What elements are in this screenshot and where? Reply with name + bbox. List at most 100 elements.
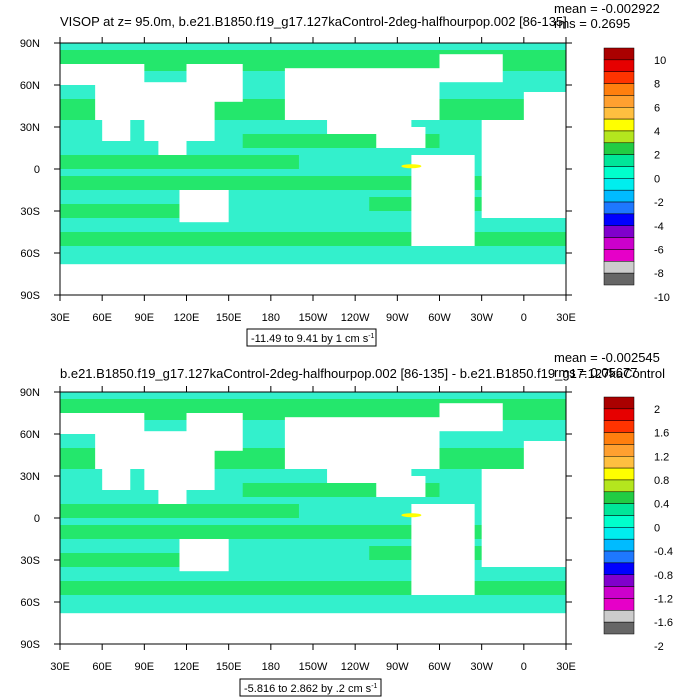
y-tick-label: 90N: [20, 387, 40, 399]
x-tick-label: 120W: [341, 661, 370, 673]
colorbar-cell: [603, 538, 635, 552]
land-mask: [186, 64, 243, 102]
y-tick-label: 0: [34, 164, 40, 176]
rms-stat: rms = 0.05677: [554, 365, 637, 380]
land-mask: [439, 403, 503, 432]
colorbar-label: -8: [654, 268, 664, 280]
land-mask: [523, 92, 566, 120]
colorbar-cell: [603, 201, 635, 215]
colorbar-cell: [603, 142, 635, 155]
anomaly-mark: [401, 513, 422, 518]
map-panel-1: 30E 60E 90E 120E 150E 180 150W 120W 90W 60W 30W 0 30…: [20, 1, 670, 347]
colorbar-cell: [603, 550, 635, 564]
x-tick-label: 150W: [299, 312, 328, 324]
positive-band: [60, 204, 187, 218]
anomaly-mark: [401, 164, 422, 169]
colorbar-cell: [603, 272, 635, 286]
colorbar-cell: [603, 83, 635, 96]
x-tick-label: 120E: [174, 661, 200, 673]
colorbar-cell: [603, 118, 635, 132]
colorbar-label: -2: [654, 641, 664, 653]
colorbar-label: 0: [654, 173, 660, 185]
positive-band: [60, 553, 187, 567]
colorbar-cell: [603, 71, 635, 84]
mean-stat: mean = -0.002922: [554, 1, 660, 16]
land-mask: [60, 613, 566, 644]
colorbar-cell: [603, 598, 635, 611]
y-tick-label: 90S: [20, 290, 40, 302]
colorbar-cell: [603, 225, 635, 238]
mean-stat: mean = -0.002545: [554, 350, 660, 365]
colorbar-cell: [603, 130, 635, 144]
colorbar-label: -1.6: [654, 617, 673, 629]
colorbar-label: -10: [654, 292, 670, 304]
x-tick-label: 60W: [428, 661, 451, 673]
colorbar-cell: [603, 213, 635, 226]
land-mask: [411, 155, 475, 246]
colorbar: 2 1.6 1.2 0.8 0.4 0 -0.4 -0.8 -1.2 -1.6 -2: [603, 396, 673, 653]
land-mask: [439, 54, 503, 83]
colorbar-cell: [603, 189, 635, 203]
colorbar-cell: [603, 432, 635, 445]
range-label: -5.816 to 2.862 by .2 cm s-1: [244, 683, 378, 695]
land-mask: [523, 441, 566, 469]
x-tick-label: 30E: [50, 661, 70, 673]
colorbar-cell: [603, 47, 635, 61]
x-tick-label: 150W: [299, 661, 328, 673]
y-tick-label: 60S: [20, 248, 40, 260]
colorbar-label: -2: [654, 197, 664, 209]
colorbar-label: 6: [654, 102, 660, 114]
colorbar-label: -4: [654, 221, 664, 233]
x-tick-label: 180: [262, 661, 280, 673]
y-tick-label: 30N: [20, 471, 40, 483]
x-tick-label: 90W: [386, 312, 409, 324]
x-tick-label: 90E: [135, 661, 155, 673]
panel-title: VISOP at z= 95.0m, b.e21.B1850.f19_g17.1…: [60, 14, 567, 29]
positive-band: [60, 581, 566, 595]
x-tick-label: 30W: [470, 661, 493, 673]
range-label-box: [246, 328, 377, 347]
positive-band: [60, 232, 566, 246]
y-tick-label: 30N: [20, 122, 40, 134]
y-tick-label: 60N: [20, 429, 40, 441]
colorbar-cell: [603, 586, 635, 599]
colorbar-cell: [603, 456, 635, 469]
x-tick-label: 120E: [174, 312, 200, 324]
land-mask: [102, 462, 131, 490]
colorbar-cell: [603, 237, 635, 250]
colorbar-label: 2: [654, 404, 660, 416]
land-mask: [60, 64, 145, 85]
y-tick-label: 90S: [20, 639, 40, 651]
colorbar-cell: [603, 610, 635, 623]
colorbar-cell: [603, 420, 635, 433]
colorbar-label: -0.8: [654, 570, 673, 582]
y-tick-label: 90N: [20, 38, 40, 50]
colorbar-cell: [603, 621, 635, 635]
colorbar-cell: [603, 95, 635, 108]
y-tick-label: 60N: [20, 80, 40, 92]
x-tick-label: 90W: [386, 661, 409, 673]
map-panel-2: 30E 60E 90E 120E 150E 180 150W 120W 90W 60W 30W 0 30…: [20, 350, 673, 697]
colorbar-label: 0: [654, 522, 660, 534]
colorbar-cell: [603, 249, 635, 262]
land-mask: [376, 476, 426, 497]
colorbar-cell: [603, 562, 635, 576]
x-tick-label: 30E: [556, 312, 576, 324]
land-mask: [411, 504, 475, 595]
y-tick-label: 60S: [20, 597, 40, 609]
colorbar-label: -0.4: [654, 546, 673, 558]
y-tick-label: 30S: [20, 206, 40, 218]
colorbar: 10 8 6 4 2 0 -2 -4 -6 -8 -10: [603, 47, 670, 304]
x-tick-label: 60E: [92, 312, 112, 324]
colorbar-cell: [603, 574, 635, 587]
colorbar-cell: [603, 503, 635, 516]
colorbar-label: -6: [654, 244, 664, 256]
colorbar-cell: [603, 515, 635, 528]
land-mask: [284, 417, 440, 469]
colorbar-label: -1.2: [654, 593, 673, 605]
colorbar-cell: [603, 107, 635, 120]
land-mask: [179, 539, 229, 572]
colorbar-cell: [603, 479, 635, 493]
land-mask: [102, 113, 131, 141]
x-tick-label: 180: [262, 312, 280, 324]
